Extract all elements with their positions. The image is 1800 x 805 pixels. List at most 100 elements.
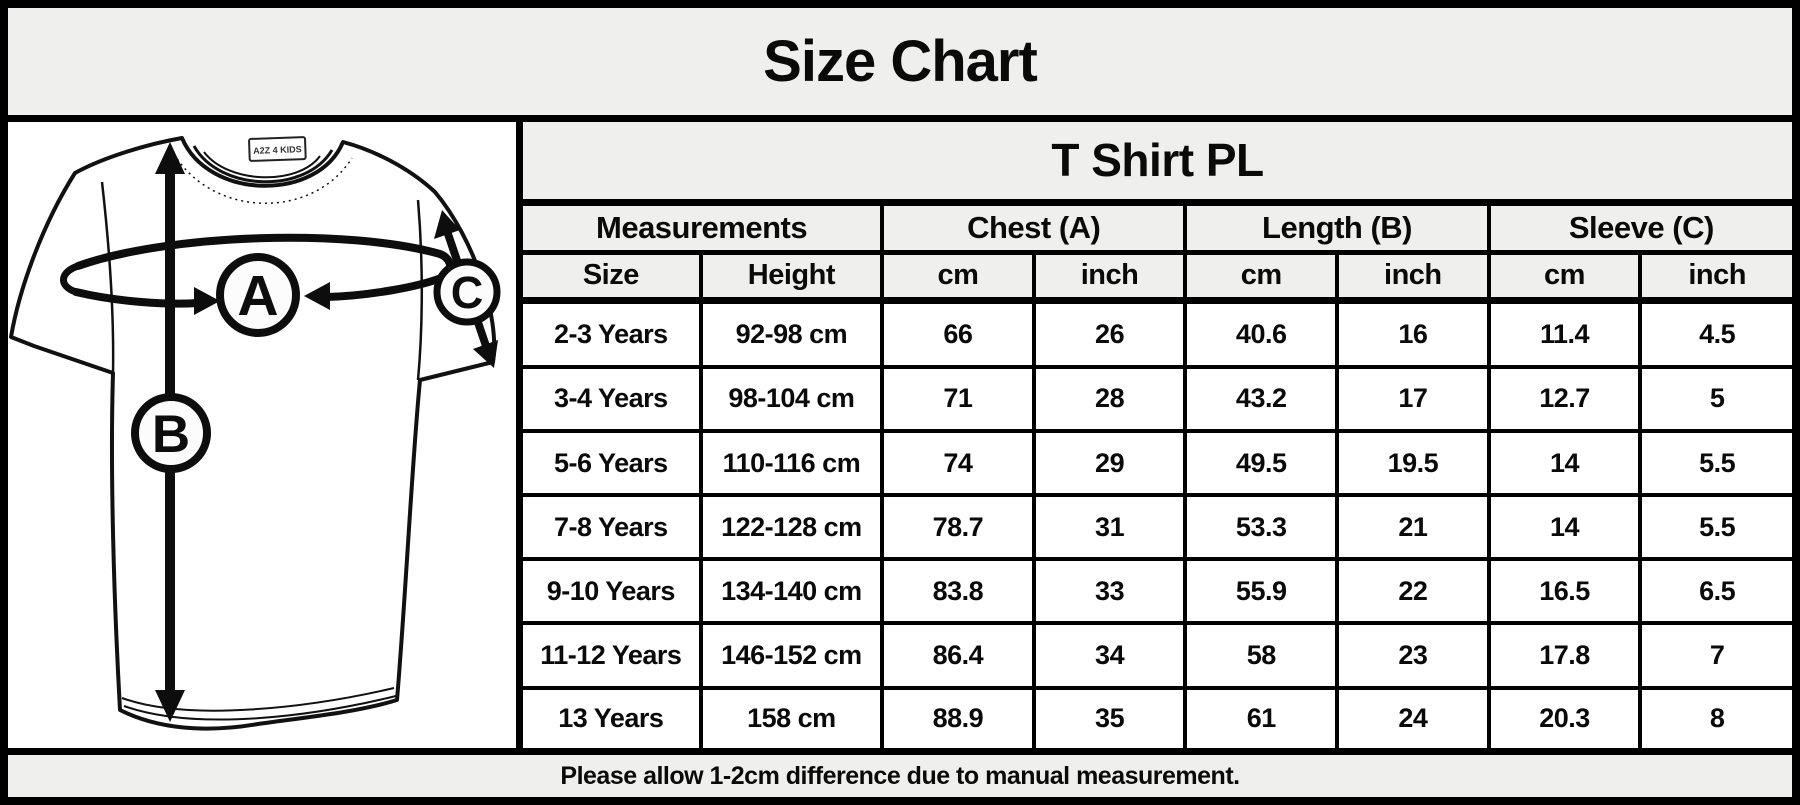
length-cm-cell: 61 (1183, 685, 1340, 750)
chest-inch-cell: 34 (1031, 621, 1188, 690)
chest-inch-cell: 26 (1031, 298, 1188, 369)
sleeve-arrow-top-head (434, 210, 460, 239)
title-band: Size Chart (8, 8, 1792, 122)
content-area: A2Z 4 KIDS A (8, 120, 1792, 750)
table-row-9-10-years: 9-10 Years 134-140 cm 83.8 33 55.9 22 16… (521, 557, 1792, 626)
height-cell: 134-140 cm (698, 557, 885, 626)
col-header-sleeve-cm: cm (1486, 250, 1643, 304)
chest-inch-cell: 33 (1031, 557, 1188, 626)
tshirt-measurement-diagram-icon: A2Z 4 KIDS A (9, 136, 501, 731)
group-header-row: Measurements Chest (A) Length (B) Sleeve… (520, 200, 1792, 255)
size-table: T Shirt PL Measurements Chest (A) Length… (520, 120, 1792, 750)
chest-badge (216, 253, 300, 337)
sleeve-inch-cell: 6.5 (1638, 557, 1792, 626)
sleeve-inch-cell: 5.5 (1638, 428, 1792, 498)
chest-cm-cell: 88.9 (880, 685, 1036, 750)
length-badge (131, 393, 211, 473)
length-inch-cell: 24 (1335, 685, 1491, 750)
group-header-length: Length (B) (1183, 200, 1491, 255)
chest-cm-cell: 71 (880, 364, 1036, 434)
length-inch-cell: 17 (1335, 364, 1491, 434)
sleeve-cm-cell: 11.4 (1486, 298, 1643, 369)
size-table-panel: T Shirt PL Measurements Chest (A) Length… (520, 120, 1792, 750)
table-row-7-8-years: 7-8 Years 122-128 cm 78.7 31 53.3 21 14 … (521, 493, 1792, 562)
size-cell: 9-10 Years (521, 557, 703, 626)
size-cell: 13 Years (521, 685, 703, 750)
footer-band: Please allow 1-2cm difference due to man… (8, 748, 1792, 797)
length-arrow-top-head (155, 142, 185, 174)
right-sleeve-seam (416, 199, 424, 381)
collar-inner-line (192, 145, 334, 184)
chest-tape-right-arm (322, 272, 450, 301)
table-row-5-6-years: 5-6 Years 110-116 cm 74 29 49.5 19.5 14 … (521, 428, 1792, 498)
length-cm-cell: 53.3 (1183, 493, 1340, 562)
measurement-disclaimer: Please allow 1-2cm difference due to man… (560, 761, 1240, 790)
chest-inch-cell: 28 (1031, 364, 1188, 434)
sub-header-row: Size Height cm inch cm inch cm inch (521, 250, 1792, 304)
table-row-3-4-years: 3-4 Years 98-104 cm 71 28 43.2 17 12.7 5 (521, 364, 1792, 434)
col-header-sleeve-inch: inch (1638, 250, 1792, 304)
chest-cm-cell: 86.4 (880, 621, 1036, 690)
sleeve-inch-cell: 5 (1638, 364, 1792, 434)
length-inch-cell: 23 (1335, 621, 1491, 690)
chest-cm-cell: 78.7 (880, 493, 1036, 562)
table-title: T Shirt PL (521, 120, 1792, 206)
left-sleeve-seam (100, 181, 115, 374)
col-header-length-inch: inch (1335, 250, 1491, 304)
length-cm-cell: 49.5 (1183, 428, 1340, 498)
chest-arrow-right-head (304, 282, 330, 310)
length-inch-cell: 19.5 (1335, 428, 1491, 498)
neck-tag: A2Z 4 KIDS (248, 136, 307, 162)
sleeve-cm-cell: 12.7 (1486, 364, 1643, 434)
tshirt-diagram-panel: A2Z 4 KIDS A (8, 122, 523, 748)
table-title-row: T Shirt PL (521, 120, 1792, 206)
length-cm-cell: 55.9 (1183, 557, 1340, 626)
col-header-height: Height (698, 250, 885, 304)
height-cell: 122-128 cm (698, 493, 885, 562)
height-cell: 158 cm (698, 685, 885, 750)
neck-tag-label: A2Z 4 KIDS (253, 144, 302, 156)
sleeve-arrow-bottom-head (473, 340, 498, 368)
sleeve-cm-cell: 14 (1486, 493, 1643, 562)
table-row-13-years: 13 Years 158 cm 88.9 35 61 24 20.3 8 (521, 685, 1792, 750)
hem-stitch-line-2 (123, 695, 397, 721)
sleeve-badge (433, 258, 501, 326)
height-cell: 146-152 cm (698, 621, 885, 690)
page-title: Size Chart (763, 29, 1038, 94)
sleeve-cm-cell: 20.3 (1486, 685, 1643, 750)
sleeve-cm-cell: 14 (1486, 428, 1643, 498)
table-row-2-3-years: 2-3 Years 92-98 cm 66 26 40.6 16 11.4 4.… (521, 298, 1792, 369)
length-arrow-bottom-head (155, 690, 185, 722)
chest-inch-cell: 31 (1031, 493, 1188, 562)
height-cell: 92-98 cm (698, 298, 885, 369)
sleeve-inch-cell: 8 (1638, 685, 1792, 750)
col-header-length-cm: cm (1183, 250, 1340, 304)
chest-inch-cell: 35 (1031, 685, 1188, 750)
height-cell: 98-104 cm (698, 364, 885, 434)
chest-cm-cell: 66 (880, 298, 1036, 369)
sleeve-inch-cell: 4.5 (1638, 298, 1792, 369)
length-cm-cell: 58 (1183, 621, 1340, 690)
length-inch-cell: 16 (1335, 298, 1491, 369)
height-cell: 110-116 cm (698, 428, 885, 498)
collar-rib-line (203, 151, 321, 179)
size-cell: 7-8 Years (521, 493, 703, 562)
sleeve-inch-cell: 5.5 (1638, 493, 1792, 562)
size-cell: 3-4 Years (521, 364, 703, 434)
size-cell: 5-6 Years (521, 428, 703, 498)
chest-tape-upper-arc (74, 233, 455, 280)
sleeve-inch-cell: 7 (1638, 621, 1792, 690)
size-cell: 11-12 Years (521, 621, 703, 690)
hem-stitch-line-1 (121, 687, 395, 712)
col-header-chest-inch: inch (1031, 250, 1188, 304)
sleeve-cm-cell: 17.8 (1486, 621, 1643, 690)
chest-arrow-left-head (194, 287, 220, 315)
chest-badge-letter: A (237, 264, 278, 328)
length-cm-cell: 43.2 (1183, 364, 1340, 434)
chest-cm-cell: 83.8 (880, 557, 1036, 626)
chest-inch-cell: 29 (1031, 428, 1188, 498)
length-inch-cell: 21 (1335, 493, 1491, 562)
length-badge-letter: B (152, 405, 190, 464)
group-header-measurements: Measurements (520, 200, 885, 255)
group-header-sleeve: Sleeve (C) (1486, 200, 1792, 255)
